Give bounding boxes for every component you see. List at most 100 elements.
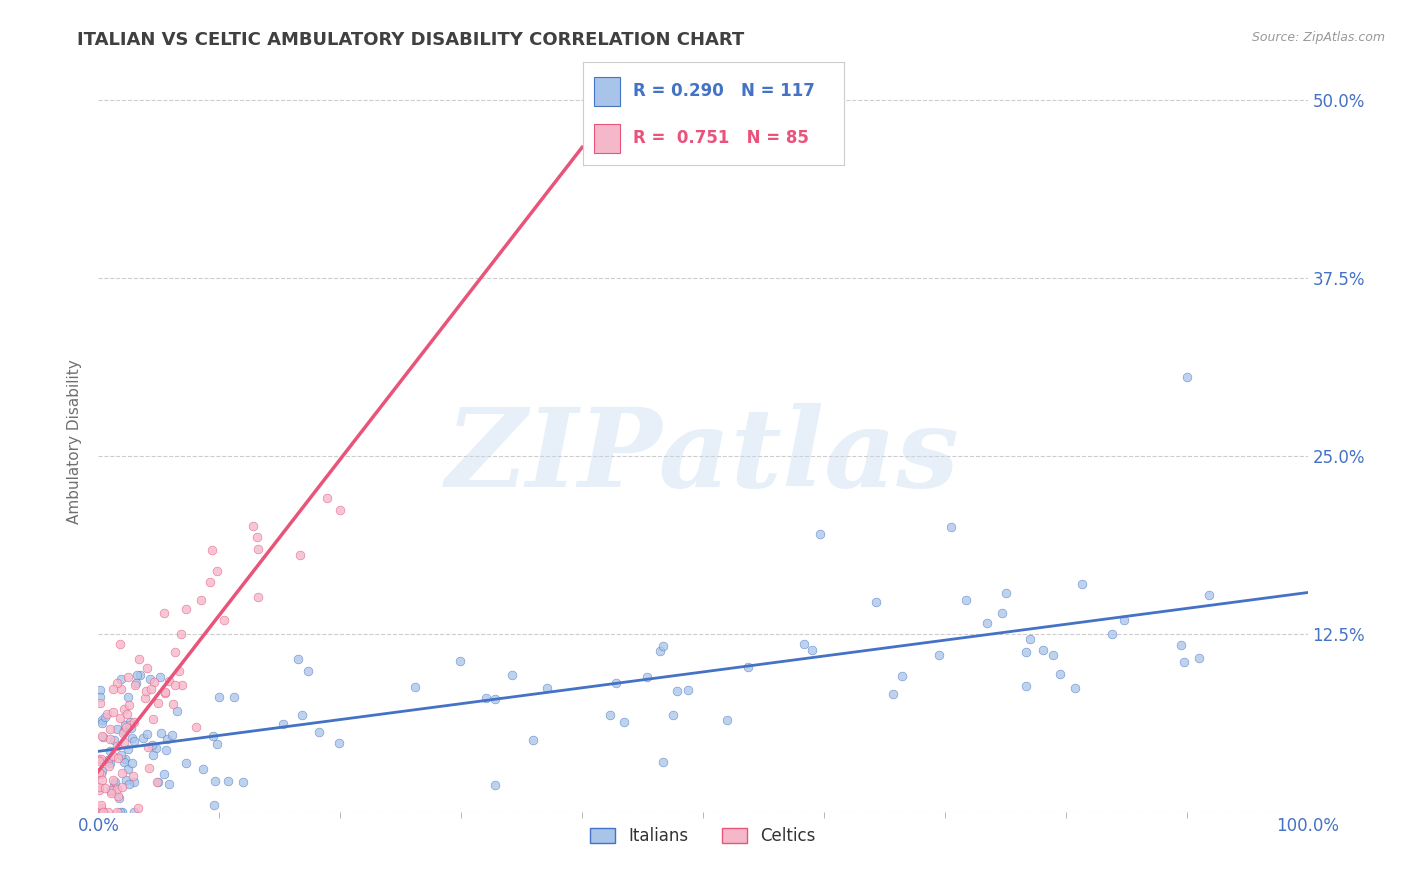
Point xyxy=(132,731,155,745)
Point xyxy=(136,739,159,754)
Point xyxy=(190,593,212,607)
Point xyxy=(156,731,179,746)
Point xyxy=(1019,632,1042,646)
Point xyxy=(103,733,125,747)
Point xyxy=(141,682,163,697)
Point xyxy=(122,805,145,819)
Point xyxy=(100,787,122,801)
Point xyxy=(91,730,114,744)
Point xyxy=(208,690,231,704)
Point xyxy=(155,685,177,699)
Point xyxy=(599,708,621,723)
Point xyxy=(114,718,136,732)
Point xyxy=(145,741,167,756)
Point xyxy=(665,684,688,698)
Point xyxy=(162,698,184,712)
Point xyxy=(98,723,121,737)
Point xyxy=(146,774,169,789)
Point xyxy=(112,723,135,738)
Point xyxy=(134,690,156,705)
Point xyxy=(157,674,180,689)
Point xyxy=(1101,627,1123,641)
Point xyxy=(121,769,143,783)
Point xyxy=(475,690,498,705)
Point xyxy=(127,801,149,815)
Text: R =  0.751   N = 85: R = 0.751 N = 85 xyxy=(633,129,808,147)
Point xyxy=(138,761,160,775)
Point xyxy=(160,727,183,741)
Point xyxy=(94,709,117,723)
Text: R = 0.290   N = 117: R = 0.290 N = 117 xyxy=(633,82,815,100)
Text: ZIPatlas: ZIPatlas xyxy=(446,402,960,510)
Point xyxy=(118,698,141,713)
Point xyxy=(1063,681,1085,696)
Point xyxy=(121,756,143,771)
Point xyxy=(662,708,685,723)
Point xyxy=(204,773,226,788)
Point xyxy=(103,778,125,792)
Point xyxy=(793,637,815,651)
Text: Source: ZipAtlas.com: Source: ZipAtlas.com xyxy=(1251,31,1385,45)
Point xyxy=(155,686,177,700)
Point xyxy=(716,714,738,728)
Point xyxy=(90,800,112,814)
Point xyxy=(121,731,143,745)
Point xyxy=(112,726,135,740)
Point xyxy=(246,530,269,544)
Bar xyxy=(593,124,620,153)
Point xyxy=(91,715,114,730)
Point xyxy=(163,645,186,659)
Point xyxy=(87,783,110,797)
Point xyxy=(169,665,191,679)
Point xyxy=(139,672,162,686)
Point xyxy=(98,744,121,758)
Bar xyxy=(593,77,620,105)
Point xyxy=(201,542,224,557)
Point xyxy=(288,549,311,563)
Point xyxy=(1042,648,1064,662)
Point xyxy=(149,670,172,684)
Point xyxy=(105,739,128,753)
Point xyxy=(108,790,131,805)
Point xyxy=(991,606,1014,620)
Point xyxy=(110,805,132,819)
Point xyxy=(201,729,224,743)
Point xyxy=(232,774,254,789)
Point xyxy=(1170,638,1192,652)
Point xyxy=(153,607,176,621)
Point xyxy=(90,764,112,778)
Point xyxy=(98,758,121,772)
Point xyxy=(117,762,139,776)
Point xyxy=(142,674,165,689)
Point xyxy=(328,736,350,750)
Point xyxy=(89,690,111,704)
Point xyxy=(651,755,673,769)
Point xyxy=(90,766,112,780)
Point xyxy=(117,741,139,756)
Point xyxy=(941,520,963,534)
Point xyxy=(217,774,239,789)
Point xyxy=(184,720,207,734)
Point xyxy=(141,738,163,752)
Point xyxy=(994,586,1017,600)
Point xyxy=(650,644,672,658)
Point xyxy=(271,717,294,731)
Point xyxy=(100,783,122,797)
Point xyxy=(205,564,228,578)
Point xyxy=(115,772,138,787)
Point xyxy=(91,805,114,819)
Text: ITALIAN VS CELTIC AMBULATORY DISABILITY CORRELATION CHART: ITALIAN VS CELTIC AMBULATORY DISABILITY … xyxy=(77,31,745,49)
Point xyxy=(290,707,312,722)
Point xyxy=(136,661,159,675)
Point xyxy=(112,756,135,770)
Point xyxy=(522,733,544,747)
Point xyxy=(91,729,114,743)
Point xyxy=(165,678,187,692)
Point xyxy=(1014,645,1036,659)
Point xyxy=(114,752,136,766)
Point xyxy=(101,773,124,788)
Point xyxy=(118,714,141,729)
Point xyxy=(104,775,127,789)
Point xyxy=(87,754,110,768)
Point xyxy=(1114,613,1136,627)
